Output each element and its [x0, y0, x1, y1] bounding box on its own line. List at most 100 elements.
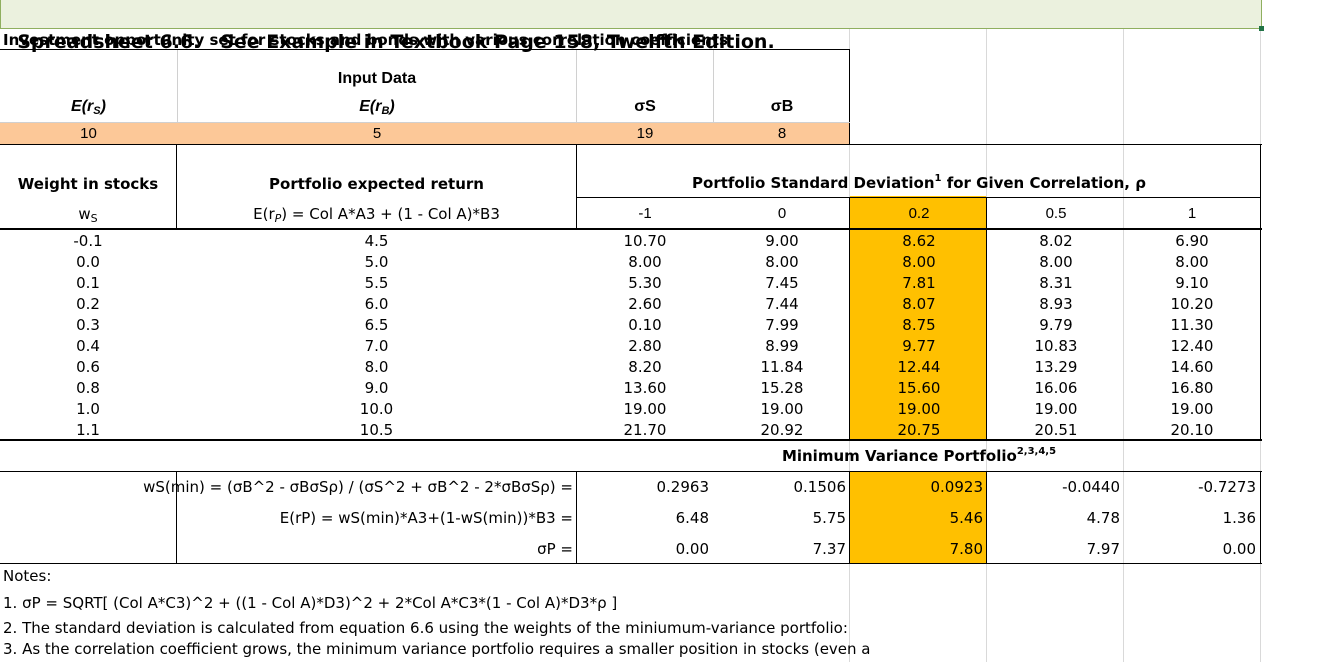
std-dev-cell[interactable]: 16.06 — [1034, 379, 1078, 397]
min-variance-value[interactable]: 0.00 — [1222, 540, 1256, 558]
min-variance-value[interactable]: 7.97 — [1086, 540, 1120, 558]
min-variance-value[interactable]: 0.0923 — [930, 478, 984, 496]
correlation-header[interactable]: 0 — [777, 205, 787, 222]
expected-return-cell[interactable]: 5.0 — [364, 253, 389, 271]
expected-return-cell[interactable]: 7.0 — [364, 337, 389, 355]
sigma-b-value[interactable]: 8 — [777, 125, 787, 142]
min-variance-value[interactable]: 5.46 — [949, 509, 983, 527]
std-dev-cell[interactable]: 5.30 — [628, 274, 662, 292]
std-dev-cell[interactable]: 9.77 — [902, 337, 936, 355]
expected-return-cell[interactable]: 6.5 — [364, 316, 389, 334]
weight-cell[interactable]: 0.0 — [76, 253, 100, 271]
expected-return-cell[interactable]: 4.5 — [364, 232, 389, 250]
std-dev-cell[interactable]: 7.45 — [765, 274, 799, 292]
std-dev-cell[interactable]: 8.00 — [765, 253, 799, 271]
std-dev-cell[interactable]: 16.80 — [1170, 379, 1214, 397]
std-dev-cell[interactable]: 11.84 — [760, 358, 804, 376]
ers-value[interactable]: 10 — [80, 125, 97, 142]
std-dev-cell[interactable]: 9.00 — [765, 232, 799, 250]
std-dev-cell[interactable]: 9.10 — [1175, 274, 1209, 292]
weight-cell[interactable]: 0.3 — [76, 316, 100, 334]
std-dev-cell[interactable]: 7.99 — [765, 316, 799, 334]
min-variance-value[interactable]: -0.7273 — [1198, 478, 1256, 496]
std-dev-cell[interactable]: 8.62 — [902, 232, 936, 250]
std-dev-cell[interactable]: 20.10 — [1170, 421, 1214, 439]
std-dev-cell[interactable]: 8.07 — [902, 295, 936, 313]
min-variance-value[interactable]: 0.2963 — [656, 478, 710, 496]
std-dev-cell[interactable]: 8.20 — [628, 358, 662, 376]
weight-cell[interactable]: 0.8 — [76, 379, 100, 397]
weight-cell[interactable]: 0.4 — [76, 337, 100, 355]
min-variance-value[interactable]: 4.78 — [1086, 509, 1120, 527]
std-dev-cell[interactable]: 8.00 — [902, 253, 936, 271]
expected-return-cell[interactable]: 5.5 — [364, 274, 389, 292]
min-variance-value[interactable]: 6.48 — [675, 509, 709, 527]
min-variance-value[interactable]: 0.00 — [675, 540, 709, 558]
std-dev-cell[interactable]: 15.28 — [760, 379, 804, 397]
expected-return-cell[interactable]: 8.0 — [364, 358, 389, 376]
std-dev-cell[interactable]: 21.70 — [623, 421, 667, 439]
min-variance-value[interactable]: 0.1506 — [793, 478, 847, 496]
min-variance-value[interactable]: 1.36 — [1222, 509, 1256, 527]
std-dev-cell[interactable]: 10.20 — [1170, 295, 1214, 313]
correlation-header[interactable]: 0.5 — [1045, 205, 1067, 222]
std-dev-cell[interactable]: 8.31 — [1039, 274, 1073, 292]
std-dev-cell[interactable]: 19.00 — [1170, 400, 1214, 418]
std-dev-cell[interactable]: 0.10 — [628, 316, 662, 334]
expected-return-cell[interactable]: 9.0 — [364, 379, 389, 397]
sigma-b-label: σB — [770, 98, 794, 115]
std-dev-cell[interactable]: 11.30 — [1170, 316, 1214, 334]
expected-return-cell[interactable]: 10.5 — [359, 421, 394, 439]
weight-cell[interactable]: 1.1 — [76, 421, 100, 439]
std-dev-cell[interactable]: 10.83 — [1034, 337, 1078, 355]
std-dev-cell[interactable]: 9.79 — [1039, 316, 1073, 334]
note-2: 2. The standard deviation is calculated … — [3, 619, 848, 637]
expected-return-cell[interactable]: 6.0 — [364, 295, 389, 313]
std-dev-cell[interactable]: 7.81 — [902, 274, 936, 292]
note-3: 3. As the correlation coefficient grows,… — [3, 640, 871, 658]
min-variance-value[interactable]: 7.37 — [812, 540, 846, 558]
std-dev-cell[interactable]: 15.60 — [897, 379, 941, 397]
std-dev-cell[interactable]: 12.40 — [1170, 337, 1214, 355]
std-dev-cell[interactable]: 20.75 — [897, 421, 941, 439]
std-dev-cell[interactable]: 20.92 — [760, 421, 804, 439]
std-dev-cell[interactable]: 13.60 — [623, 379, 667, 397]
sigma-s-value[interactable]: 19 — [636, 125, 654, 142]
min-variance-value[interactable]: -0.0440 — [1062, 478, 1120, 496]
weight-cell[interactable]: 0.2 — [76, 295, 100, 313]
erb-label: E(rB) — [359, 98, 395, 117]
std-dev-cell[interactable]: 8.02 — [1039, 232, 1073, 250]
std-dev-cell[interactable]: 13.29 — [1034, 358, 1078, 376]
std-dev-cell[interactable]: 8.99 — [765, 337, 799, 355]
weight-cell[interactable]: 0.1 — [76, 274, 100, 292]
std-dev-cell[interactable]: 8.75 — [902, 316, 936, 334]
correlation-header[interactable]: -1 — [638, 205, 652, 222]
correlation-header[interactable]: 0.2 — [908, 205, 930, 222]
std-dev-cell[interactable]: 20.51 — [1034, 421, 1078, 439]
std-dev-cell[interactable]: 19.00 — [897, 400, 941, 418]
min-variance-value[interactable]: 7.80 — [949, 540, 983, 558]
expected-return-cell[interactable]: 10.0 — [359, 400, 394, 418]
std-dev-cell[interactable]: 19.00 — [623, 400, 667, 418]
erb-value[interactable]: 5 — [372, 125, 382, 142]
std-dev-cell[interactable]: 8.93 — [1039, 295, 1073, 313]
std-dev-cell[interactable]: 19.00 — [760, 400, 804, 418]
std-dev-cell[interactable]: 2.80 — [628, 337, 662, 355]
weight-cell[interactable]: -0.1 — [73, 232, 103, 250]
std-dev-cell[interactable]: 8.00 — [628, 253, 662, 271]
weight-cell[interactable]: 0.6 — [76, 358, 100, 376]
weight-cell[interactable]: 1.0 — [76, 400, 100, 418]
std-dev-cell[interactable]: 12.44 — [897, 358, 941, 376]
std-dev-cell[interactable]: 10.70 — [623, 232, 667, 250]
std-dev-cell[interactable]: 8.00 — [1175, 253, 1209, 271]
sheet-title[interactable]: Spreadsheet 6.6. See Example in Textbook… — [0, 0, 1264, 53]
std-dev-cell[interactable]: 2.60 — [628, 295, 662, 313]
std-dev-cell[interactable]: 7.44 — [765, 295, 799, 313]
std-dev-cell[interactable]: 8.00 — [1039, 253, 1073, 271]
correlation-header[interactable]: 1 — [1187, 205, 1197, 222]
std-dev-cell[interactable]: 14.60 — [1170, 358, 1214, 376]
std-dev-cell[interactable]: 6.90 — [1175, 232, 1209, 250]
fill-handle[interactable] — [1259, 26, 1264, 31]
std-dev-cell[interactable]: 19.00 — [1034, 400, 1078, 418]
min-variance-value[interactable]: 5.75 — [812, 509, 846, 527]
